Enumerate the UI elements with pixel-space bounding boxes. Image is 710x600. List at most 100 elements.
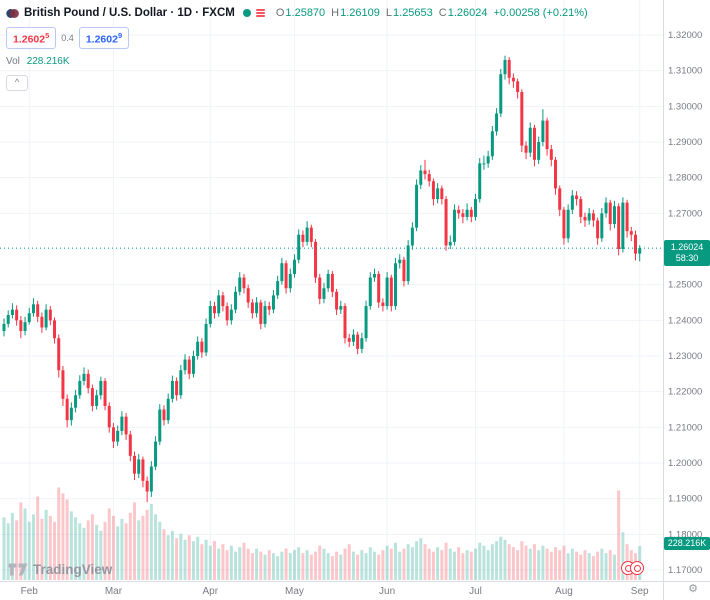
- symbol-title[interactable]: British Pound / U.S. Dollar · 1D · FXCM: [24, 7, 235, 19]
- time-axis-label: May: [285, 586, 304, 597]
- volume-bar: [141, 515, 145, 580]
- candle-body: [419, 170, 423, 185]
- time-axis-label: Sep: [631, 586, 649, 597]
- volume-bar: [360, 550, 364, 580]
- tradingview-logo[interactable]: TradingView: [8, 562, 112, 577]
- low-label: L: [385, 7, 393, 19]
- volume-bar: [170, 530, 174, 580]
- volume-bar: [617, 490, 621, 580]
- legend-mini-icons: [242, 9, 265, 17]
- source-dot-icon[interactable]: [242, 9, 251, 17]
- volume-bar: [10, 512, 14, 580]
- volume-bar: [234, 551, 238, 580]
- volume-bar: [351, 551, 355, 580]
- volume-bar: [15, 520, 19, 580]
- volume-bar: [495, 541, 499, 580]
- low-value: 1.25653: [393, 7, 433, 19]
- time-axis[interactable]: Feb Mar Apr May Jun Jul Aug Sep: [0, 581, 710, 598]
- candle-body: [372, 273, 376, 278]
- volume-bar: [217, 548, 221, 580]
- candle-body: [570, 195, 574, 210]
- economic-events-marker[interactable]: [621, 561, 644, 575]
- candle-body: [457, 209, 461, 214]
- volume-bar: [587, 553, 591, 580]
- candle-body: [154, 441, 158, 467]
- candle-body: [549, 149, 553, 160]
- volume-bar: [394, 542, 398, 580]
- candle-body: [566, 209, 570, 239]
- candle-body: [638, 248, 642, 254]
- price-axis-label: 1.32000: [668, 30, 702, 41]
- volume-bar: [503, 539, 507, 580]
- price-axis-label: 1.18000: [668, 529, 702, 540]
- candle-body: [213, 306, 216, 314]
- candle-body: [204, 323, 208, 353]
- volume-bar: [288, 553, 292, 580]
- candle-body: [617, 206, 621, 249]
- candle-body: [558, 188, 562, 210]
- volume-bar: [402, 548, 406, 580]
- candle-body: [625, 202, 629, 232]
- volume-bar: [31, 514, 35, 580]
- candle-body: [579, 199, 583, 217]
- volume-bar: [452, 551, 456, 580]
- price-axis-label: 1.24000: [668, 315, 702, 326]
- candle-body: [10, 309, 14, 315]
- buy-button[interactable]: 1.26029: [78, 27, 130, 49]
- collapse-legend-button[interactable]: ^: [6, 74, 28, 91]
- chart-header: British Pound / U.S. Dollar · 1D · FXCM …: [6, 5, 588, 91]
- candle-body: [27, 313, 31, 323]
- volume-bar: [229, 545, 233, 580]
- volume-bar: [554, 547, 558, 580]
- candle-body: [423, 170, 427, 175]
- candle-body: [141, 459, 145, 481]
- volume-bar: [427, 548, 431, 580]
- volume-bar: [225, 550, 229, 580]
- volume-bar: [448, 548, 452, 580]
- volume-bar: [191, 541, 195, 580]
- volume-bar: [213, 541, 216, 580]
- candle-body: [440, 188, 444, 200]
- chevron-up-icon: ^: [14, 77, 20, 87]
- volume-bar: [532, 544, 536, 580]
- volume-bar: [246, 548, 250, 580]
- candle-body: [246, 288, 250, 303]
- candle-body: [6, 314, 10, 324]
- candle-body: [326, 273, 330, 289]
- sell-button[interactable]: 1.26025: [6, 27, 57, 49]
- tradingview-mark-icon: [8, 563, 28, 576]
- volume-bar: [162, 529, 166, 580]
- candle-body: [40, 316, 44, 328]
- compare-list-icon[interactable]: [255, 9, 265, 17]
- spread-value: 0.4: [61, 32, 74, 43]
- volume-bar: [166, 535, 170, 580]
- candle-body: [65, 398, 69, 421]
- price-axis-label: 1.21000: [668, 422, 702, 433]
- volume-bar: [267, 550, 271, 580]
- volume-label[interactable]: Vol: [6, 55, 20, 67]
- volume-bar: [389, 548, 393, 580]
- candle-body: [99, 380, 103, 396]
- candle-body: [2, 323, 6, 332]
- candle-body: [600, 213, 604, 239]
- candle-body: [116, 430, 120, 442]
- price-axis[interactable]: 1.32000 1.31000 1.30000 1.29000 1.28000 1.270…: [663, 0, 703, 600]
- volume-bar: [318, 545, 322, 580]
- candle-body: [621, 202, 625, 249]
- volume-bar: [2, 517, 6, 580]
- volume-bar: [600, 548, 604, 580]
- volume-bar: [111, 515, 115, 580]
- timescale-settings-gear-icon[interactable]: ⚙: [688, 583, 698, 595]
- volume-bar: [175, 538, 179, 580]
- candle-body: [267, 306, 271, 310]
- price-axis-label: 1.28000: [668, 173, 702, 184]
- volume-bar: [528, 548, 532, 580]
- volume-bar: [309, 554, 313, 580]
- candle-body: [516, 81, 520, 93]
- candle-body: [86, 373, 90, 389]
- candle-body: [541, 120, 545, 142]
- volume-bar: [183, 539, 187, 580]
- candle-body: [314, 241, 318, 278]
- volume-bar: [444, 542, 448, 580]
- candle-body: [149, 466, 153, 492]
